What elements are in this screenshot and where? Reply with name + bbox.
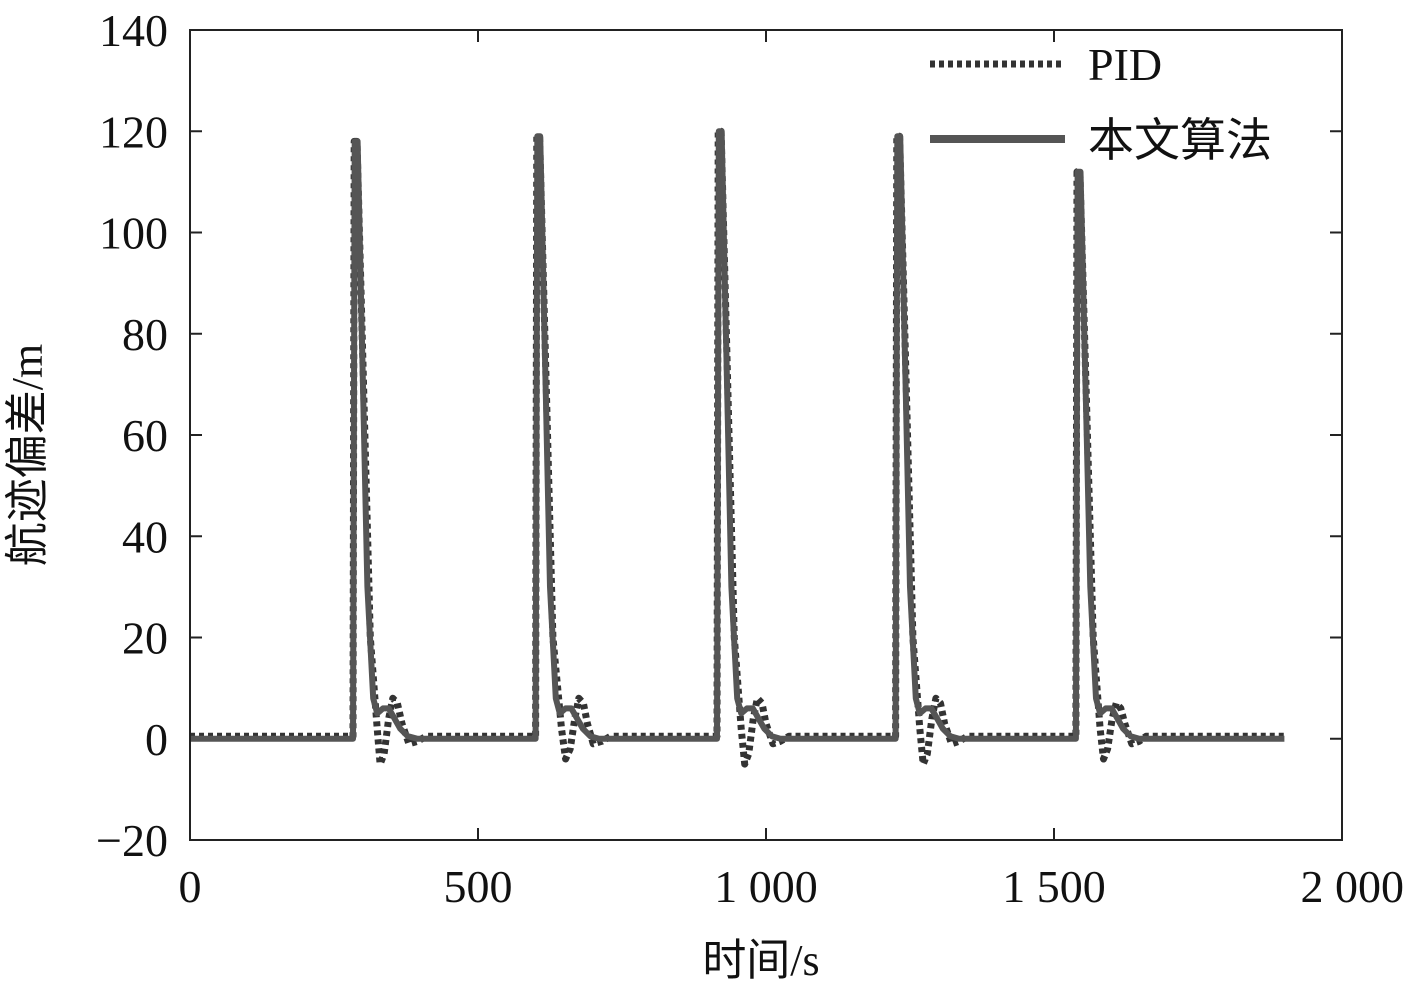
y-tick-label: 100 — [99, 208, 168, 259]
legend: PID 本文算法 — [930, 39, 1272, 166]
y-tick-label: 120 — [99, 106, 168, 157]
x-tick-label: 1 000 — [714, 861, 818, 912]
y-tick-label: 20 — [122, 613, 168, 664]
series-layer — [190, 127, 1285, 768]
y-tick-label: 80 — [122, 309, 168, 360]
y-tick-label: 40 — [122, 511, 168, 562]
y-tick-label: 60 — [122, 410, 168, 461]
legend-label-proposed: 本文算法 — [1088, 115, 1272, 166]
x-tick-label: 2 000 — [1301, 861, 1405, 912]
y-tick-label: 0 — [145, 714, 168, 765]
x-tick-label: 500 — [444, 861, 513, 912]
series-line-proposed — [190, 128, 1285, 742]
plot-frame — [189, 29, 1343, 841]
x-tick-label: 1 500 — [1002, 861, 1106, 912]
x-tick-label: 0 — [179, 861, 202, 912]
y-axis-label: 航迹偏差/m — [3, 344, 52, 566]
x-axis-label: 时间/s — [702, 936, 819, 985]
y-tick-label: −20 — [96, 815, 168, 866]
legend-label-pid: PID — [1088, 39, 1162, 90]
y-tick-label: 140 — [99, 5, 168, 56]
